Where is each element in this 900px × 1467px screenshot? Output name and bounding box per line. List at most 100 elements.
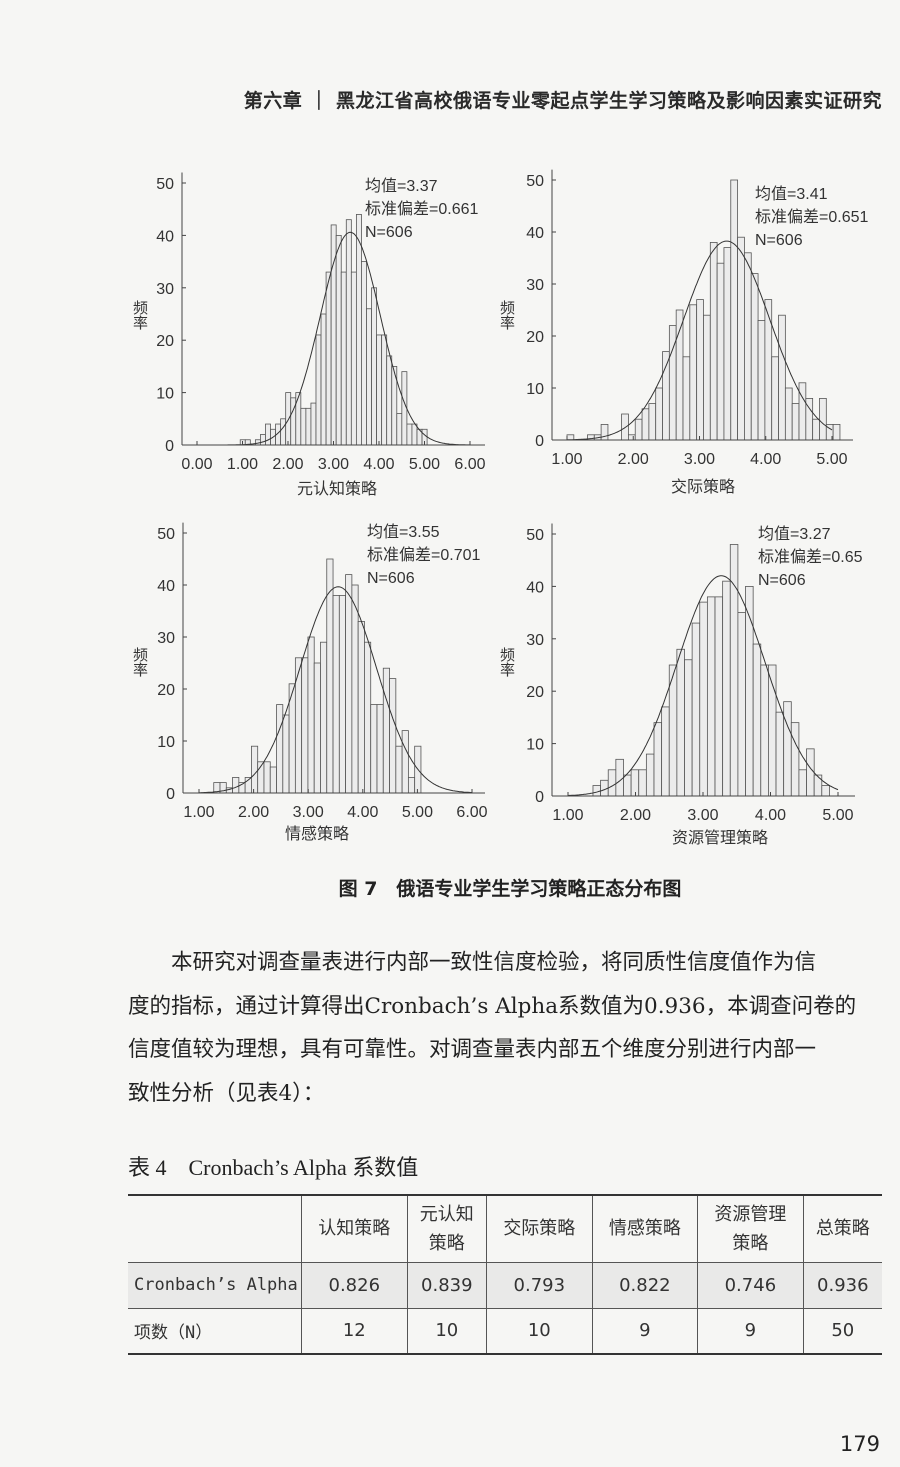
header-cell: 元认知 策略 xyxy=(406,1195,487,1262)
histogram-bar xyxy=(716,262,725,441)
x-tick-label: 5.00 xyxy=(402,804,433,821)
table-row: Cronbach’s Alpha 0.826 0.839 0.793 0.822… xyxy=(128,1262,882,1308)
histogram-bar xyxy=(401,371,408,446)
histogram-bar xyxy=(396,413,403,446)
y-tick-label: 50 xyxy=(526,527,544,544)
histogram-bar xyxy=(752,643,762,797)
table-header-row: 认知策略 元认知 策略 交际策略 情感策略 资源管理 策略 总策略 xyxy=(128,1195,882,1262)
table-row: 项数（N） 12 10 10 9 9 50 xyxy=(128,1308,882,1354)
row-label: 项数（N） xyxy=(134,1323,213,1344)
histogram-bar xyxy=(730,179,738,441)
y-tick-label: 20 xyxy=(157,682,175,699)
histogram-bar xyxy=(760,664,769,797)
y-tick-label: 0 xyxy=(166,786,175,803)
histogram-bar xyxy=(722,580,731,797)
histogram-bar xyxy=(653,722,663,797)
y-tick-label: 50 xyxy=(156,176,174,193)
histogram-bar xyxy=(364,641,372,794)
table-cell: 0.793 xyxy=(486,1262,593,1308)
header-cell xyxy=(128,1195,302,1262)
table-cell: 9 xyxy=(697,1308,804,1354)
x-tick-label: 5.00 xyxy=(816,451,847,468)
stat-annotation: 均值=3.27 xyxy=(758,525,831,543)
histogram-bar xyxy=(812,418,820,441)
y-tick-label: 0 xyxy=(535,789,544,806)
figure-7-histograms: 0 10 20 30 40 50 0.00 1.00 2.00 3.00 4.00 5.00 6.00 频… xyxy=(131,169,868,847)
table-cell: 0.936 xyxy=(802,1262,882,1308)
histogram-bar xyxy=(714,596,724,797)
x-tick-label: 3.00 xyxy=(293,804,324,821)
paragraph-line: 信度值较为理想，具有可靠性。对调查量表内部五个维度分别进行内部一 xyxy=(128,1037,817,1062)
y-tick-label: 10 xyxy=(156,386,174,403)
y-tick-label: 10 xyxy=(157,734,175,751)
stat-annotation: 均值=3.37 xyxy=(365,177,438,195)
histogram-bar xyxy=(723,247,732,441)
histogram-bar xyxy=(276,704,284,794)
y-tick-label: 30 xyxy=(526,632,544,649)
histogram-bar xyxy=(357,621,365,794)
y-tick-label: 10 xyxy=(526,737,544,754)
x-tick-label: 1.00 xyxy=(227,456,258,473)
y-tick-label: 40 xyxy=(526,579,544,596)
histogram-bar xyxy=(813,774,823,797)
histogram-bar xyxy=(338,595,347,794)
histogram-bar xyxy=(282,714,290,794)
histogram-bar xyxy=(381,334,388,446)
row-label: Cronbach’s Alpha xyxy=(134,1275,298,1295)
stat-annotation: N=606 xyxy=(367,570,415,587)
x-tick-label: 4.00 xyxy=(347,804,378,821)
histogram-bar xyxy=(350,271,357,446)
y-tick-label: 20 xyxy=(526,329,544,346)
histogram-bar xyxy=(376,704,384,794)
histogram-bar xyxy=(313,662,321,794)
histogram-bar xyxy=(407,777,416,794)
histogram-bar xyxy=(386,355,393,446)
histogram-bar xyxy=(382,667,390,794)
histogram-bar xyxy=(630,769,640,797)
y-axis-label: 频率 xyxy=(131,647,149,677)
header-cell: 资源管理 策略 xyxy=(697,1195,804,1262)
normal-curve xyxy=(567,575,839,796)
x-tick-label: 2.00 xyxy=(272,456,303,473)
histogram-bar xyxy=(370,704,378,794)
x-tick-label: 2.00 xyxy=(618,451,649,468)
histogram-bar xyxy=(706,596,716,797)
y-tick-label: 40 xyxy=(156,228,174,245)
histogram-bar xyxy=(791,403,800,441)
histogram-bar xyxy=(806,748,815,797)
x-tick-label: 4.00 xyxy=(755,807,786,824)
table-cell: 0.839 xyxy=(406,1262,487,1308)
y-tick-label: 40 xyxy=(157,578,175,595)
histogram-bar xyxy=(676,648,685,797)
histogram-bar xyxy=(638,769,647,797)
histogram-bar xyxy=(737,236,745,441)
x-tick-label: 3.00 xyxy=(318,456,349,473)
x-tick-label: 5.00 xyxy=(409,456,440,473)
histogram-bar xyxy=(294,657,303,794)
y-tick-label: 30 xyxy=(156,281,174,298)
histogram-bar xyxy=(325,271,332,446)
y-tick-label: 20 xyxy=(526,684,544,701)
stat-annotation: 均值=3.55 xyxy=(367,523,440,541)
histogram-bar xyxy=(790,722,800,797)
x-axis-label: 情感策略 xyxy=(285,824,349,843)
histogram-bar xyxy=(366,308,372,446)
normal-curve xyxy=(199,586,472,794)
histogram-bar xyxy=(263,761,271,794)
x-tick-label: 4.00 xyxy=(363,456,394,473)
histogram-bar xyxy=(819,397,827,441)
table-cell: 9 xyxy=(591,1308,698,1354)
histogram-bar xyxy=(269,766,277,794)
histogram-bar xyxy=(355,214,362,446)
histogram-bar xyxy=(300,407,307,446)
histogram-bar xyxy=(332,595,340,794)
x-tick-label: 1.00 xyxy=(183,804,214,821)
x-tick-label: 2.00 xyxy=(238,804,269,821)
histogram-bar xyxy=(648,403,657,441)
histogram-bar xyxy=(361,261,367,446)
stat-annotation: N=606 xyxy=(758,572,806,589)
histogram-bar xyxy=(662,351,670,441)
table-cell: 0.746 xyxy=(697,1262,804,1308)
y-tick-label: 0 xyxy=(165,438,174,455)
x-tick-label: 1.00 xyxy=(551,451,582,468)
